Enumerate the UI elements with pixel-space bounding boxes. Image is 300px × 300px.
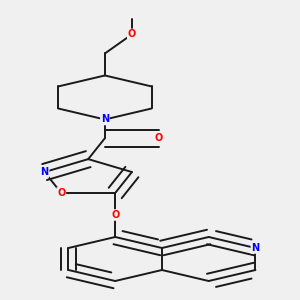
Text: O: O [155,133,163,143]
Text: N: N [251,243,260,253]
Text: O: O [57,188,65,198]
Text: O: O [111,210,119,220]
Text: N: N [40,167,49,177]
Text: O: O [128,29,136,39]
Text: N: N [101,115,109,124]
